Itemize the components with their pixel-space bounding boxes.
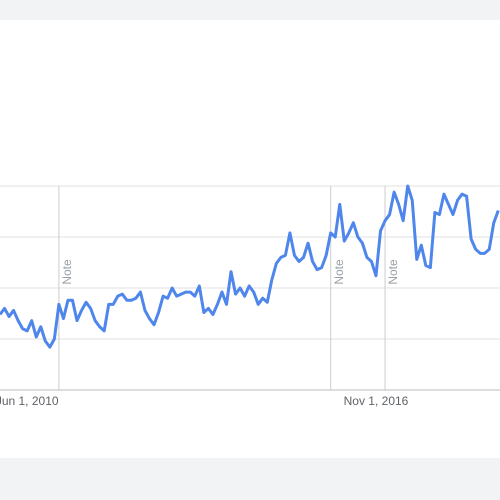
top-band (0, 0, 500, 20)
x-tick-label: Nov 1, 2016 (344, 394, 409, 408)
bottom-band (0, 458, 500, 500)
note-label: Note (386, 259, 400, 285)
note-label: Note (332, 259, 346, 285)
note-label: Note (60, 259, 74, 285)
x-tick-label: Jun 1, 2010 (0, 394, 59, 408)
trend-line (0, 184, 500, 349)
